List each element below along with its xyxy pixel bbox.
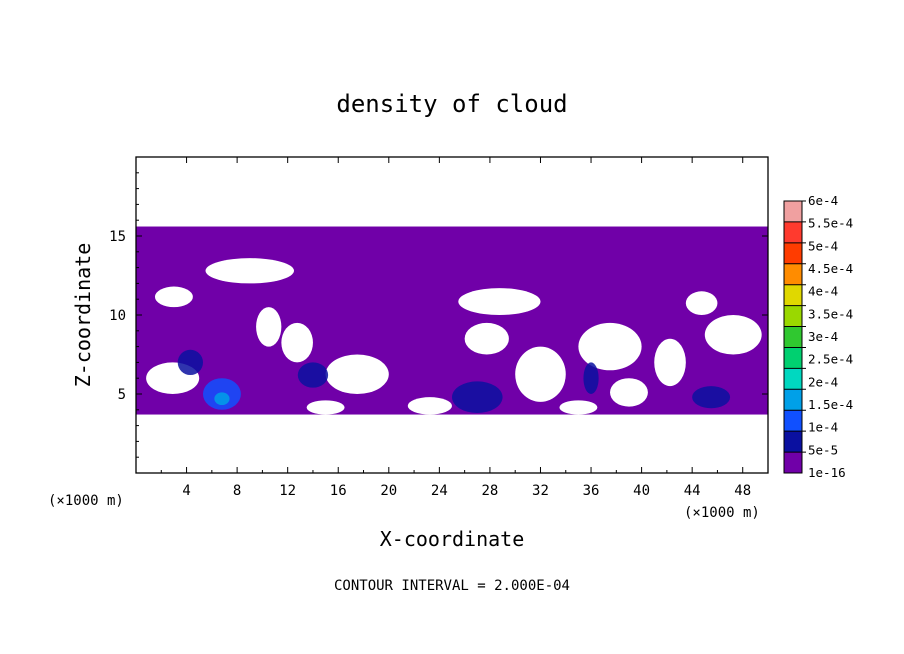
colorbar-label: 4e-4 xyxy=(808,284,838,299)
colorbar-swatch xyxy=(784,242,802,265)
colorbar-swatch xyxy=(784,452,802,474)
x-tick-label: 48 xyxy=(734,483,751,499)
colorbar-label: 3.5e-4 xyxy=(808,306,853,321)
colorbar-label: 4.5e-4 xyxy=(808,261,853,276)
x-tick-label: 12 xyxy=(279,483,296,499)
y-axis: 5 10 15 xyxy=(109,172,768,458)
clear-air-pocket xyxy=(654,338,686,387)
y-tick-label: 15 xyxy=(109,229,126,245)
x-tick-label: 24 xyxy=(431,483,448,499)
x-tick-label: 4 xyxy=(182,483,190,499)
clear-air-pocket xyxy=(306,400,345,415)
colorbar-label: 3e-4 xyxy=(808,329,838,344)
density-contour-blob xyxy=(692,386,731,409)
colorbar-swatch xyxy=(784,263,802,286)
colorbar-label: 2e-4 xyxy=(808,374,838,389)
clear-air-pocket xyxy=(704,315,762,355)
colorbar-label: 5.5e-4 xyxy=(808,216,853,231)
y-axis-label: Z-coordinate xyxy=(71,243,95,388)
colorbar-legend: 6e-4 5.5e-4 5e-4 4.5e-4 4e-4 3.5e-4 3e-4 2.5e-4… xyxy=(783,193,853,480)
colorbar-swatch xyxy=(784,284,802,307)
x-tick-label: 32 xyxy=(532,483,549,499)
clear-air-pocket xyxy=(578,322,642,371)
colorbar-label: 1e-4 xyxy=(808,420,838,435)
chart-title: density of cloud xyxy=(336,90,567,118)
density-contour-blob xyxy=(452,381,503,413)
clear-air-pocket xyxy=(458,288,541,315)
y-tick-label: 5 xyxy=(118,387,126,403)
clear-air-pocket xyxy=(281,322,313,363)
contour-interval-note: CONTOUR INTERVAL = 2.000E-04 xyxy=(334,578,570,594)
plot-area xyxy=(136,226,768,415)
colorbar-swatch xyxy=(784,389,802,411)
colorbar-swatch xyxy=(784,410,802,432)
x-axis-label: X-coordinate xyxy=(380,527,525,551)
colorbar-swatch xyxy=(784,305,802,328)
colorbar-swatch xyxy=(784,201,802,223)
density-contour-blob xyxy=(297,362,329,388)
x-tick-label: 36 xyxy=(583,483,600,499)
clear-air-pocket xyxy=(407,397,452,415)
clear-air-pocket xyxy=(154,286,193,308)
x-unit-left: (×1000 m) xyxy=(48,493,124,509)
colorbar-swatch xyxy=(784,368,802,390)
x-unit-right: (×1000 m) xyxy=(684,505,760,521)
density-contour-blob xyxy=(583,362,599,395)
clear-air-pocket xyxy=(205,258,294,284)
colorbar-swatch xyxy=(784,431,802,453)
clear-air-pocket xyxy=(559,400,598,415)
clear-air-pocket xyxy=(515,346,566,402)
clear-air-pocket xyxy=(610,378,648,407)
colorbar-label: 6e-4 xyxy=(808,193,838,208)
y-tick-label: 10 xyxy=(109,308,126,324)
x-tick-label: 20 xyxy=(380,483,397,499)
colorbar-label: 5e-4 xyxy=(808,238,838,253)
x-axis: 4 8 12 16 20 24 28 32 36 40 44 48 xyxy=(160,157,751,499)
clear-air-pocket xyxy=(464,322,509,355)
density-contour-blob xyxy=(214,392,230,406)
x-tick-label: 8 xyxy=(233,483,241,499)
density-contour-blob xyxy=(177,349,203,376)
colorbar-label: 2.5e-4 xyxy=(808,352,853,367)
colorbar-swatch xyxy=(784,347,802,369)
x-tick-label: 40 xyxy=(633,483,650,499)
colorbar-swatch xyxy=(784,326,802,348)
clear-air-pocket xyxy=(685,291,718,315)
colorbar-label: 5e-5 xyxy=(808,442,838,457)
x-tick-label: 44 xyxy=(684,483,701,499)
clear-air-pocket xyxy=(325,354,389,394)
colorbar-label: 1.5e-4 xyxy=(808,397,853,412)
colorbar-label: 1e-16 xyxy=(808,465,846,480)
colorbar-swatch xyxy=(784,221,802,244)
x-tick-label: 16 xyxy=(330,483,347,499)
clear-air-pocket xyxy=(256,307,282,347)
x-tick-label: 28 xyxy=(481,483,498,499)
colorbar-frame xyxy=(783,200,803,474)
